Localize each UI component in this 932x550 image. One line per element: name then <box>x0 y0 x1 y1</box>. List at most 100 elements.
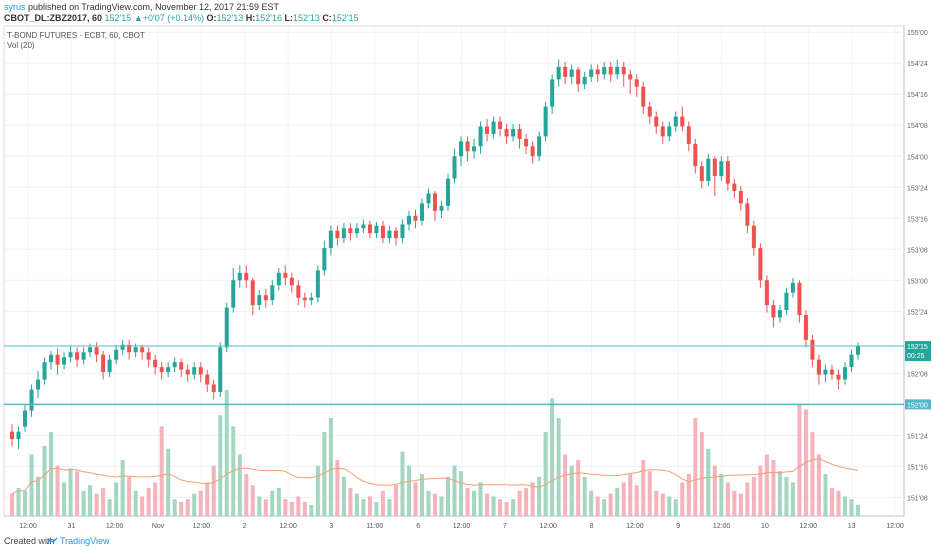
open-label: O: <box>206 13 217 23</box>
volume-bar <box>309 504 314 516</box>
symbol-label[interactable]: CBOT_DL:ZBZ2017, 60 <box>4 13 103 23</box>
candle-body <box>244 272 249 281</box>
volume-ma-line <box>11 458 859 495</box>
volume-bar <box>88 485 93 516</box>
author-link[interactable]: syrus <box>4 2 26 12</box>
volume-bar <box>393 485 398 516</box>
volume-bar <box>406 465 411 516</box>
candle-body <box>55 354 60 365</box>
candle-body <box>647 106 652 117</box>
volume-bar <box>153 482 158 516</box>
volume-bar <box>836 490 841 516</box>
publish-info: published on TradingView.com, November 1… <box>28 2 280 12</box>
price-tick-label: 153'08 <box>907 247 928 254</box>
chart-legend: T-BOND FUTURES - ECBT, 60, CBOT Vol (20) <box>7 31 145 51</box>
volume-bar <box>530 482 535 516</box>
current-price-label-bg <box>905 341 931 362</box>
candle-body <box>9 431 15 440</box>
price-chart-svg[interactable]: 155'00 154'24 154'16 154'08 154'00 153'24 153'… <box>0 24 932 532</box>
candle-body <box>511 128 516 137</box>
candle-body <box>22 410 28 427</box>
candle-body <box>563 66 568 77</box>
volume-bar <box>289 502 294 516</box>
candle-body <box>517 128 522 139</box>
candle-body <box>693 143 698 167</box>
price-tick-label: 151'16 <box>907 464 928 471</box>
candle-body <box>602 66 607 75</box>
volume-bar <box>49 432 54 516</box>
volume-bar <box>543 432 548 516</box>
chart-area[interactable]: 155'00 154'24 154'16 154'08 154'00 153'24 153'… <box>0 24 932 532</box>
candle-body <box>790 282 795 293</box>
volume-bar <box>315 465 320 516</box>
volume-bar <box>81 490 86 516</box>
volume-bar <box>771 460 776 516</box>
candle-body <box>829 369 834 375</box>
volume-bar <box>842 496 848 516</box>
volume-bar <box>328 418 333 516</box>
candle-body <box>159 367 164 373</box>
volume-bar <box>205 482 210 516</box>
candle-body <box>498 121 503 129</box>
time-tick-label: Nov <box>152 523 165 530</box>
volume-bar <box>75 471 80 516</box>
volume-bar <box>537 476 542 516</box>
candle-body <box>478 126 483 147</box>
price-tick-label: 154'24 <box>907 61 928 68</box>
volume-bar <box>472 490 477 516</box>
candle-body <box>615 66 620 75</box>
volume-bar <box>693 418 698 516</box>
candle-body <box>224 307 229 348</box>
candle-body <box>250 280 255 306</box>
volume-bar <box>348 488 353 516</box>
volume-bar <box>673 499 678 516</box>
change-arrow-icon: ▲ <box>133 13 143 23</box>
volume-bar <box>498 499 503 516</box>
volume-bar <box>654 490 659 516</box>
candle-body <box>823 369 828 375</box>
price-tick-label: 153'00 <box>907 278 928 285</box>
candle-body <box>218 347 223 392</box>
volume-bar <box>432 493 438 516</box>
candle-body <box>654 116 659 127</box>
candle-body <box>322 248 327 271</box>
close-value: 152'15 <box>331 13 359 23</box>
volume-bar <box>667 496 672 516</box>
candle-body <box>589 69 594 77</box>
candle-body <box>36 379 41 390</box>
price-tick-label: 154'16 <box>907 92 928 99</box>
price-tick-label: 153'16 <box>907 216 928 223</box>
candle-body <box>413 215 418 221</box>
candle-body <box>68 352 73 358</box>
volume-bar <box>413 482 418 516</box>
volume-bar <box>322 432 327 516</box>
candle-body <box>504 128 509 137</box>
candle-body <box>712 158 717 177</box>
candle-body <box>719 161 724 177</box>
volume-bar <box>452 465 457 516</box>
volume-bar <box>127 476 132 516</box>
close-label: C: <box>322 13 332 23</box>
volume-bar <box>283 499 288 516</box>
candle-body <box>263 295 268 301</box>
candle-body <box>393 230 398 239</box>
volume-bar <box>120 460 125 516</box>
created-with-text: Created with <box>4 536 55 546</box>
volume-bar <box>725 482 730 516</box>
candle-body <box>576 69 581 85</box>
volume-bar <box>198 490 203 516</box>
candle-body <box>621 66 626 75</box>
time-tick-label: 12:00 <box>713 523 731 530</box>
candle-body <box>166 367 171 373</box>
time-tick-label: 8 <box>590 523 594 530</box>
candle-body <box>127 344 132 353</box>
high-label: H: <box>245 13 256 23</box>
candle-body <box>49 354 54 363</box>
volume-bar <box>94 493 99 516</box>
candle-body <box>16 431 21 440</box>
price-tick-label: 154'08 <box>907 123 928 130</box>
tradingview-brand[interactable]: TradingView <box>60 536 110 546</box>
volume-bar <box>159 426 164 516</box>
series-title: T-BOND FUTURES - ECBT, 60, CBOT <box>7 31 145 40</box>
volume-bar <box>686 474 691 516</box>
